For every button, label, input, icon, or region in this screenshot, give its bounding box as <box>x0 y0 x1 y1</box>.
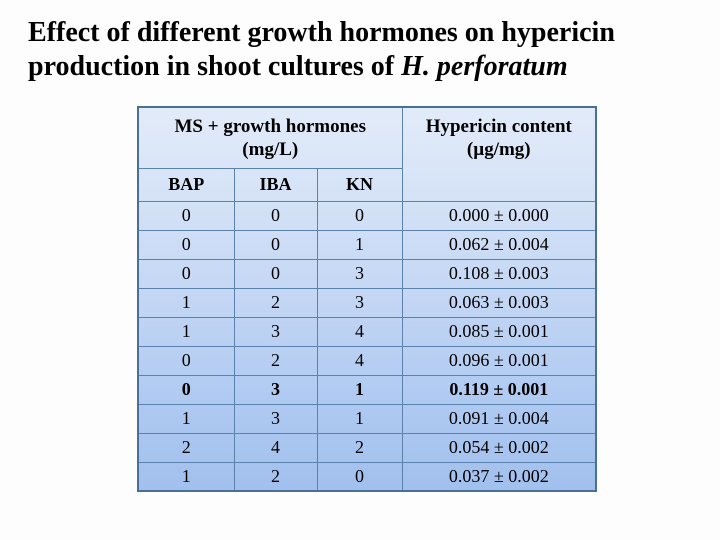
result-header-line1: Hypericin content <box>425 116 572 137</box>
kn-value-cell: 1 <box>316 374 403 405</box>
hypericin-content-cell: 0.085 ± 0.001 <box>401 316 597 347</box>
col-header-bap: BAP <box>137 167 235 202</box>
table-row: 1 3 4 0.085 ± 0.001 <box>137 316 597 347</box>
hypericin-content-cell: 0.063 ± 0.003 <box>401 287 597 318</box>
kn-value-cell: 2 <box>316 432 403 463</box>
kn-value-cell: 0 <box>316 461 403 492</box>
kn-value-cell: 0 <box>316 200 403 231</box>
col-header-iba: IBA <box>233 167 318 202</box>
title-line-1: Effect of different growth hormones on h… <box>28 17 615 48</box>
table-header-sub-row: BAP IBA KN <box>137 167 596 202</box>
hypericin-content-cell: 0.096 ± 0.001 <box>401 345 597 376</box>
table-row: 0 0 3 0.108 ± 0.003 <box>137 258 597 289</box>
table-row: 0 0 1 0.062 ± 0.004 <box>137 229 597 260</box>
bap-value-cell: 0 <box>137 258 235 289</box>
bap-value-cell: 0 <box>137 200 235 231</box>
hypericin-content-cell: 0.000 ± 0.000 <box>401 200 597 231</box>
bap-value-cell: 0 <box>137 345 235 376</box>
hypericin-content-cell: 0.037 ± 0.002 <box>401 461 597 492</box>
kn-value-cell: 1 <box>316 229 403 260</box>
col-header-hypericin-content: Hypericin content (µg/mg) <box>401 106 597 202</box>
hypericin-content-cell: 0.054 ± 0.002 <box>401 432 597 463</box>
table-row: 0 2 4 0.096 ± 0.001 <box>137 345 597 376</box>
bap-value-cell: 1 <box>137 316 235 347</box>
page-title: Effect of different growth hormones on h… <box>28 16 668 84</box>
iba-value-cell: 0 <box>233 200 318 231</box>
kn-value-cell: 3 <box>316 258 403 289</box>
iba-value-cell: 2 <box>233 345 318 376</box>
bap-value-cell: 1 <box>137 403 235 434</box>
result-header-line2: (µg/mg) <box>466 139 531 160</box>
iba-value-cell: 3 <box>233 316 318 347</box>
hypericin-content-cell: 0.091 ± 0.004 <box>401 403 597 434</box>
iba-value-cell: 2 <box>233 287 318 318</box>
table-header-group-row: MS + growth hormones (mg/L) Hypericin co… <box>137 106 597 202</box>
iba-value-cell: 4 <box>233 432 318 463</box>
iba-value-cell: 2 <box>233 461 318 492</box>
table-row: 2 4 2 0.054 ± 0.002 <box>137 432 597 463</box>
hypericin-content-cell: 0.119 ± 0.001 <box>401 374 597 405</box>
bap-value-cell: 1 <box>137 287 235 318</box>
bap-value-cell: 2 <box>137 432 235 463</box>
kn-value-cell: 4 <box>316 345 403 376</box>
bap-value-cell: 0 <box>137 229 235 260</box>
kn-value-cell: 1 <box>316 403 403 434</box>
table-row: 0 0 0 0.000 ± 0.000 <box>137 200 597 231</box>
title-species-name: H. perforatum <box>401 51 568 82</box>
group-header-line2: (mg/L) <box>242 138 299 160</box>
table-row: 1 3 1 0.091 ± 0.004 <box>137 403 597 434</box>
iba-value-cell: 0 <box>233 229 318 260</box>
table-row: 1 2 3 0.063 ± 0.003 <box>137 287 597 318</box>
results-table-container: MS + growth hormones (mg/L) Hypericin co… <box>137 106 598 492</box>
results-table: MS + growth hormones (mg/L) Hypericin co… <box>137 106 598 492</box>
title-line-2: production in shoot cultures of <box>28 51 402 82</box>
group-header-line1: MS + growth hormones <box>174 115 367 137</box>
bap-value-cell: 1 <box>137 461 235 492</box>
kn-value-cell: 3 <box>316 287 403 318</box>
iba-value-cell: 3 <box>233 374 318 405</box>
iba-value-cell: 3 <box>233 403 318 434</box>
col-header-kn: KN <box>316 167 403 202</box>
hypericin-content-cell: 0.108 ± 0.003 <box>401 258 597 289</box>
iba-value-cell: 0 <box>233 258 318 289</box>
hypericin-content-cell: 0.062 ± 0.004 <box>401 229 597 260</box>
kn-value-cell: 4 <box>316 316 403 347</box>
table-row: 1 2 0 0.037 ± 0.002 <box>137 461 597 492</box>
table-body: 0 0 0 0.000 ± 0.000 0 0 1 0.062 ± 0.004 0 0 3 0.108… <box>137 200 597 492</box>
table-row: 0 3 1 0.119 ± 0.001 <box>137 374 597 405</box>
bap-value-cell: 0 <box>137 374 235 405</box>
col-header-ms-growth-hormones: MS + growth hormones (mg/L) <box>137 106 403 169</box>
